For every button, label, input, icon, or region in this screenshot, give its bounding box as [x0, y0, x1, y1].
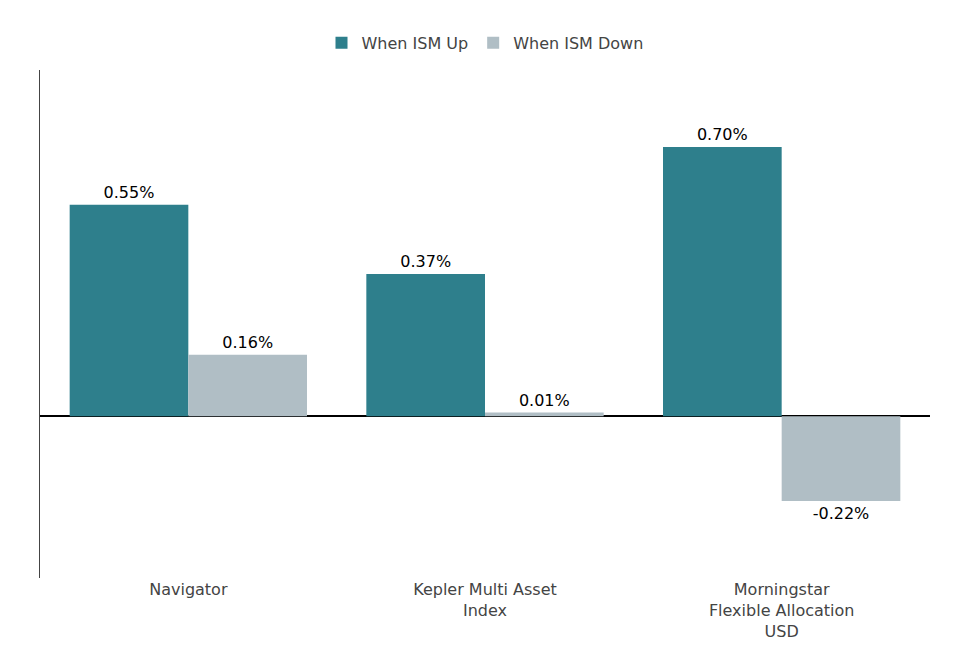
svg-text:When ISM Down: When ISM Down — [513, 34, 643, 53]
svg-text:Kepler Multi AssetIndex: Kepler Multi AssetIndex — [413, 580, 557, 620]
svg-text:0.16%: 0.16% — [222, 333, 273, 352]
svg-text:0.70%: 0.70% — [697, 125, 748, 144]
svg-text:-0.22%: -0.22% — [813, 504, 870, 523]
svg-text:Navigator: Navigator — [149, 580, 228, 599]
svg-text:When ISM Up: When ISM Up — [362, 34, 469, 53]
svg-text:0.37%: 0.37% — [400, 252, 451, 271]
svg-text:0.01%: 0.01% — [519, 391, 570, 410]
svg-text:MorningstarFlexible Allocation: MorningstarFlexible AllocationUSD — [709, 580, 855, 641]
svg-text:0.55%: 0.55% — [104, 183, 155, 202]
